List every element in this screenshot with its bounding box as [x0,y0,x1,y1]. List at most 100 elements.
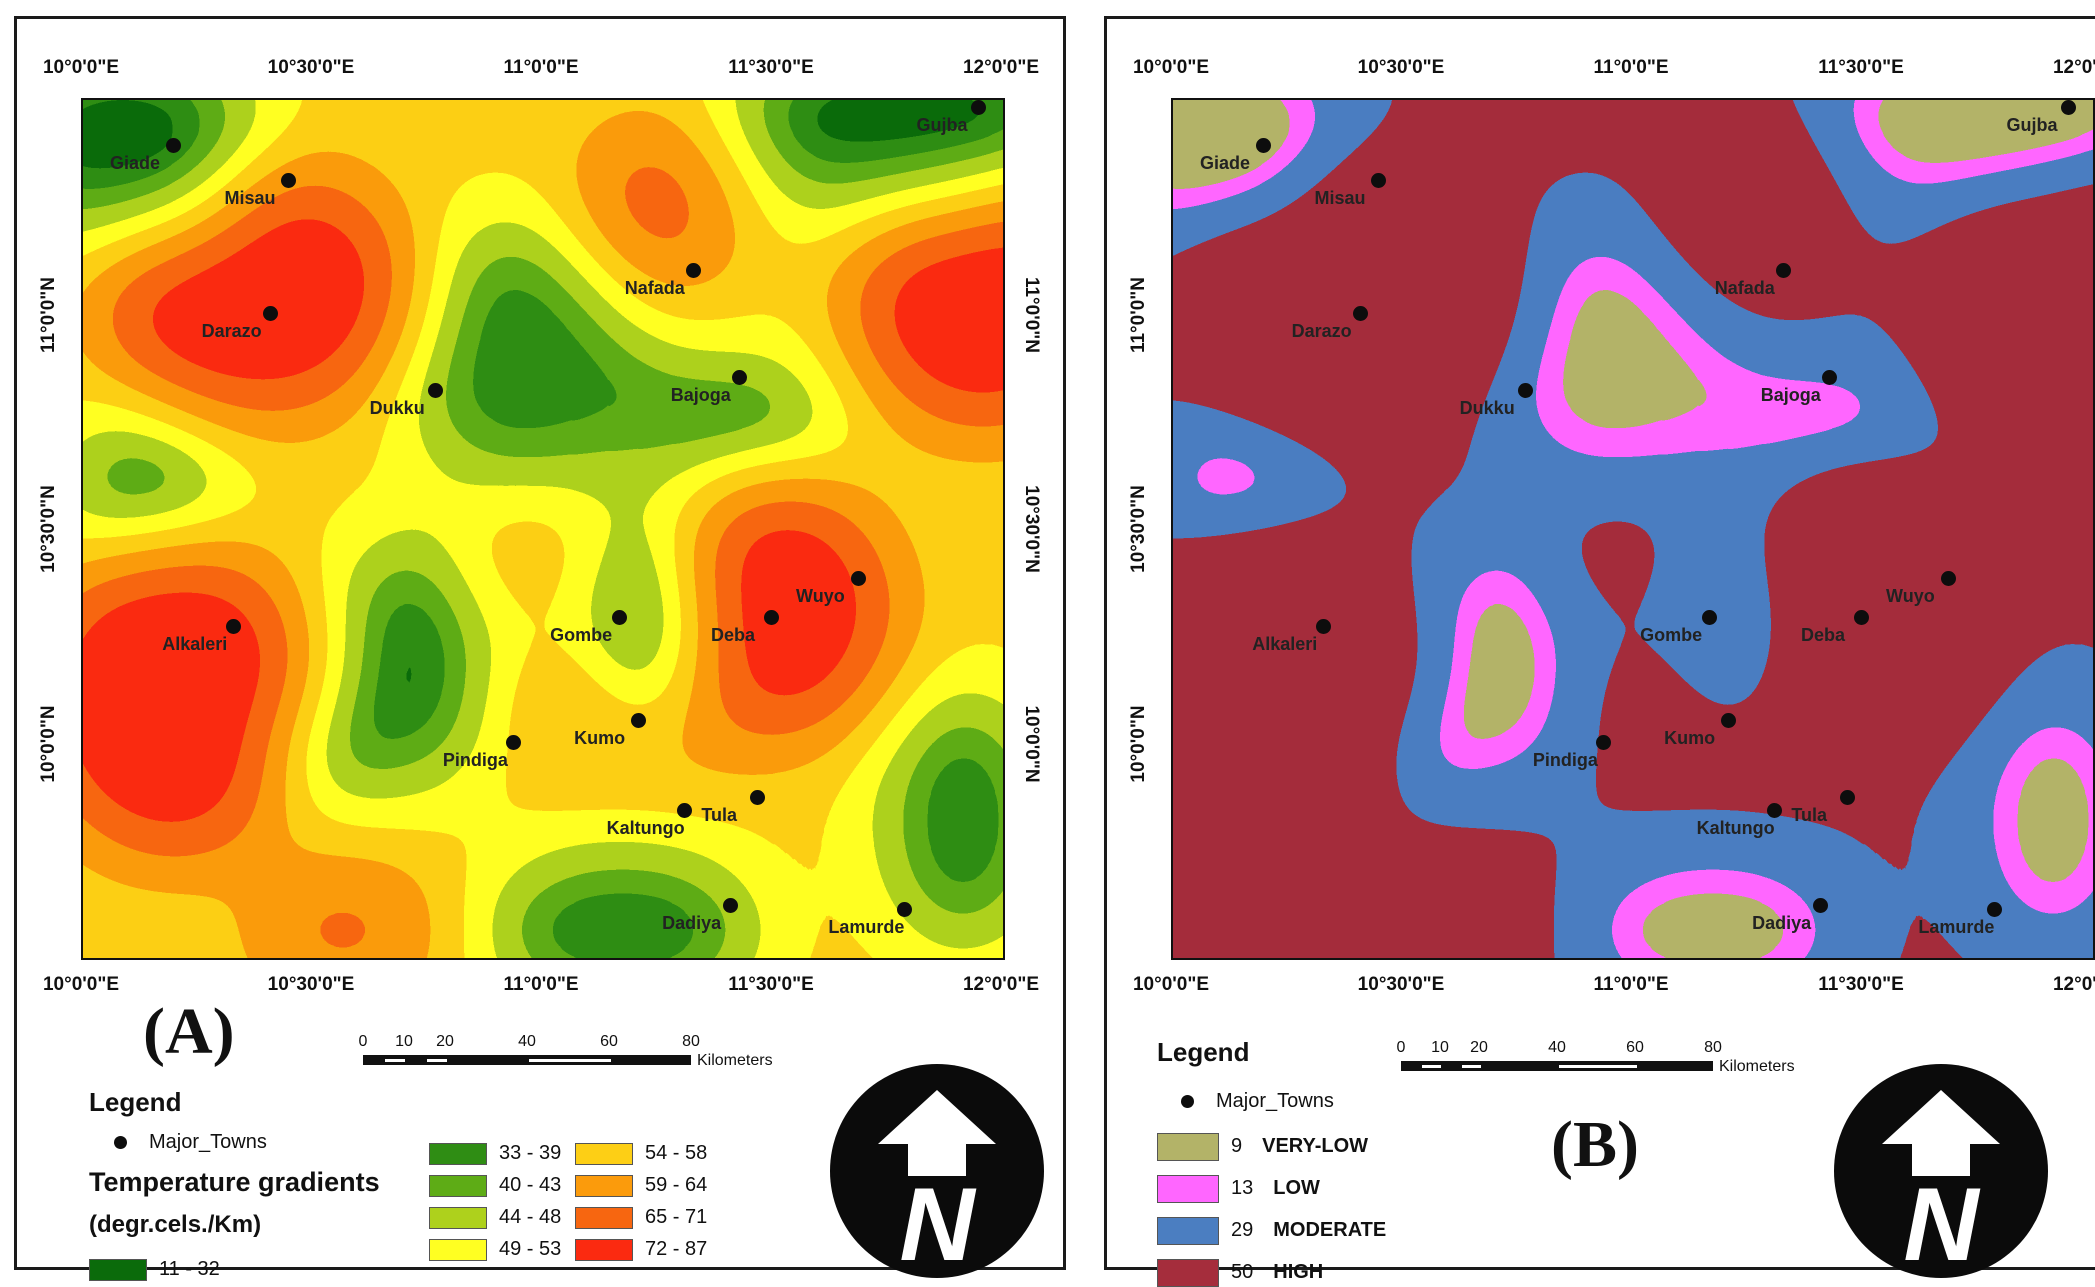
lon-tick-top: 10°0'0"E [42,57,120,78]
town-dot-icon [630,713,646,729]
scale-tick: 80 [1704,1039,1722,1056]
town-label: Pindiga [1532,749,1598,770]
north-letter: N [899,1167,976,1278]
lat-tick-left: 10°30'0"N [1128,485,1149,573]
legend-class-label: 29 MODERATE [1231,1219,1386,1242]
legend-swatch [575,1207,633,1229]
lat-tick-left: 10°30'0"N [38,485,59,573]
lon-tick-bottom: 11°30'0"E [728,974,814,995]
town-dot-icon [225,618,241,634]
legend-class-label: 59 - 64 [645,1174,708,1196]
lon-tick-bottom: 11°30'0"E [1818,974,1904,995]
legend-swatch [575,1175,633,1197]
town-label: Giade [109,153,161,174]
town-label: Misau [224,187,276,208]
town-dot-icon [1775,262,1791,278]
legend-title: Legend [1157,1037,1250,1067]
temperature-gradient-surface [83,100,1003,958]
legend-class-value: 13 [1231,1177,1254,1199]
legend-class-label: 9 VERY-LOW [1231,1135,1368,1158]
town-dot-icon [676,803,692,819]
town-dot-icon [262,305,278,321]
town-dot-icon [1256,138,1271,154]
legend-swatch [89,1259,147,1281]
legend-class-value: 50 [1231,1261,1254,1283]
town-label: Gombe [550,625,613,646]
legend-class-label: 49 - 53 [499,1238,562,1260]
lon-tick-bottom: 12°0'0"E [2052,974,2095,995]
town-dot-icon [897,901,913,917]
town-dot-icon [1596,734,1612,750]
town-dot-icon [2061,99,2076,115]
town-label: Giade [1199,153,1251,174]
lon-tick-top: 11°0'0"E [1593,57,1669,78]
lon-tick-top: 11°30'0"E [1818,57,1904,78]
panel-label-b: (B) [1551,1108,1639,1181]
town-label: Gujba [916,114,968,135]
legend-class-label: 40 - 43 [499,1174,562,1196]
town-dot-icon [428,382,444,398]
legend-swatch [1157,1217,1219,1245]
scale-tick: 40 [518,1033,536,1050]
town-label: Kaltungo [1696,818,1775,839]
town-label: Dukku [369,397,425,418]
town-dot-icon [281,172,296,188]
town-label: Pindiga [442,749,508,770]
lon-tick-top: 10°0'0"E [1132,57,1210,78]
legend-class-name: VERY-LOW [1262,1135,1369,1157]
north-arrow-icon: N [830,1064,1044,1283]
town-dot-icon [685,262,701,278]
legend-swatch [429,1143,487,1165]
lat-tick-right: 11°0'0"N [1021,276,1042,354]
town-label: Lamurde [1918,916,1995,937]
lon-tick-bottom: 10°30'0"E [1357,974,1445,995]
legend-class-label: 44 - 48 [499,1206,562,1228]
town-label: Dadiya [662,912,722,933]
town-dot-icon [722,897,738,913]
legend-class-name: MODERATE [1273,1219,1387,1241]
legend-class-label: 13 LOW [1231,1177,1320,1200]
town-dot-icon [1987,901,2003,917]
legend-class-name: LOW [1273,1177,1320,1199]
town-dot-icon [1941,571,1957,587]
town-label: Lamurde [828,916,905,937]
lon-tick-bottom: 10°0'0"E [42,974,120,995]
scale-bar-graphic [363,1055,691,1065]
lon-tick-bottom: 10°0'0"E [1132,974,1210,995]
town-dot-icon [971,99,986,115]
legend-class-value: 29 [1231,1219,1254,1241]
town-label: Nafada [1714,277,1775,298]
town-label: Gujba [2006,114,2058,135]
lon-tick-top: 11°0'0"E [503,57,579,78]
town-dot-icon [731,369,747,385]
panel-b-classified-map: 10°0'0"E 10°30'0"E 11°0'0"E 11°30'0"E 12… [1104,16,2095,1287]
legend-class-label: 33 - 39 [499,1142,562,1164]
town-label: Darazo [1291,320,1352,341]
town-label: Deba [710,625,756,646]
scale-tick: 20 [436,1033,454,1050]
town-label: Dadiya [1752,912,1812,933]
town-dot-icon [1702,610,1718,626]
town-dot-icon [612,610,628,626]
panel-label-a: (A) [143,995,235,1068]
legend-major-towns: Major_Towns [114,1131,267,1154]
legend-major-towns: Major_Towns [1181,1090,1334,1113]
town-dot-icon [1821,369,1837,385]
town-label: Deba [1800,625,1846,646]
legend-class-value: 9 [1231,1135,1243,1157]
town-dot-icon [851,571,867,587]
scale-tick: 20 [1470,1039,1488,1056]
lon-tick-bottom: 12°0'0"E [962,974,1040,995]
town-dot-icon [506,734,522,750]
lon-tick-bottom: 11°0'0"E [1593,974,1669,995]
legend-swatch [575,1239,633,1261]
town-dot-icon [1854,610,1869,626]
town-dot-icon [1840,790,1856,806]
lon-tick-top: 10°30'0"E [1357,57,1445,78]
legend-swatch [429,1207,487,1229]
legend-swatch [575,1143,633,1165]
lon-tick-top: 12°0'0"E [962,57,1040,78]
town-dot-icon [1720,713,1736,729]
scale-tick: 0 [358,1033,368,1050]
scale-tick: 60 [1626,1039,1644,1056]
